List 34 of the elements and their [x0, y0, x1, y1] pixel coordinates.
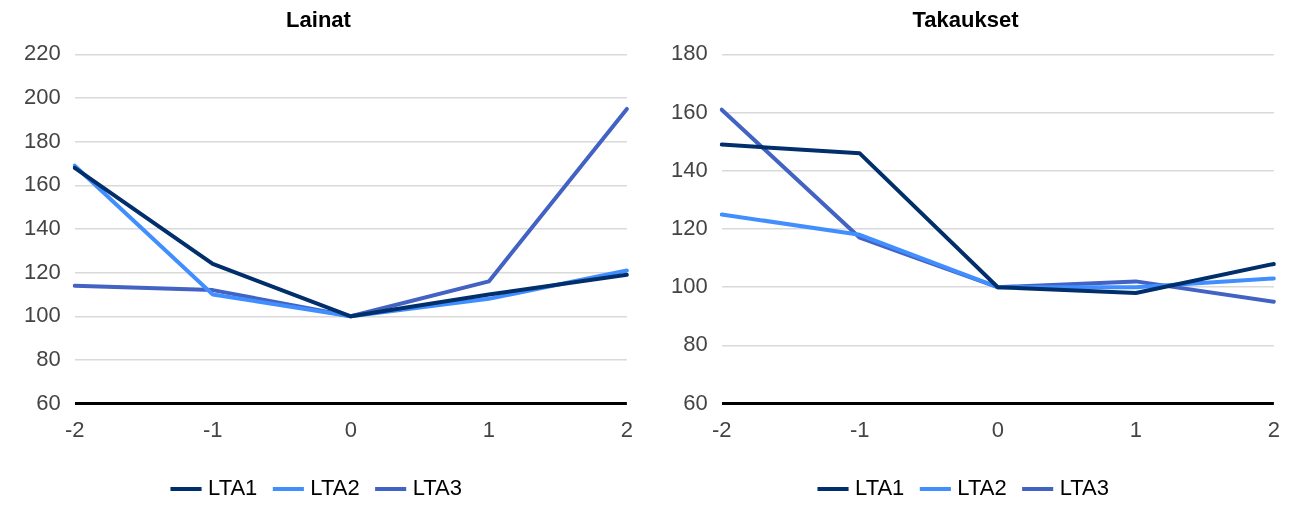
- legend-label: LTA2: [310, 475, 360, 501]
- y-tick-label: 100: [670, 273, 708, 299]
- y-tick-label: 200: [23, 84, 61, 110]
- y-tick-label: 180: [670, 40, 708, 66]
- legend-label: LTA3: [1059, 475, 1109, 501]
- x-tick-label: -2: [64, 416, 85, 442]
- x-tick-label: 1: [482, 416, 495, 442]
- x-tick-label: -1: [202, 416, 223, 442]
- y-tick-label: 180: [23, 127, 61, 153]
- chart-title: Lainat: [286, 7, 352, 33]
- y-tick-label: 120: [23, 258, 61, 284]
- y-tick-label: 160: [23, 171, 61, 197]
- y-tick-label: 140: [670, 156, 708, 182]
- y-tick-label: 220: [23, 40, 61, 66]
- x-tick-label: 2: [1267, 416, 1281, 442]
- x-tick-label: 0: [344, 416, 357, 442]
- x-tick-label: -1: [849, 416, 870, 442]
- x-tick-label: 2: [620, 416, 634, 442]
- x-tick-label: 0: [991, 416, 1004, 442]
- y-tick-label: 160: [670, 98, 708, 124]
- y-tick-label: 60: [683, 389, 708, 415]
- x-tick-label: 1: [1129, 416, 1142, 442]
- legend-label: LTA2: [957, 475, 1007, 501]
- legend-label: LTA1: [208, 475, 258, 501]
- legend-label: LTA1: [855, 475, 905, 501]
- y-tick-label: 80: [36, 346, 61, 372]
- y-tick-label: 80: [683, 331, 708, 357]
- y-tick-label: 140: [23, 215, 61, 241]
- x-tick-label: -2: [711, 416, 732, 442]
- legend-label: LTA3: [412, 475, 462, 501]
- y-tick-label: 60: [36, 389, 61, 415]
- y-tick-label: 100: [23, 302, 61, 328]
- y-tick-label: 120: [670, 215, 708, 241]
- chart-title: Takaukset: [912, 7, 1020, 33]
